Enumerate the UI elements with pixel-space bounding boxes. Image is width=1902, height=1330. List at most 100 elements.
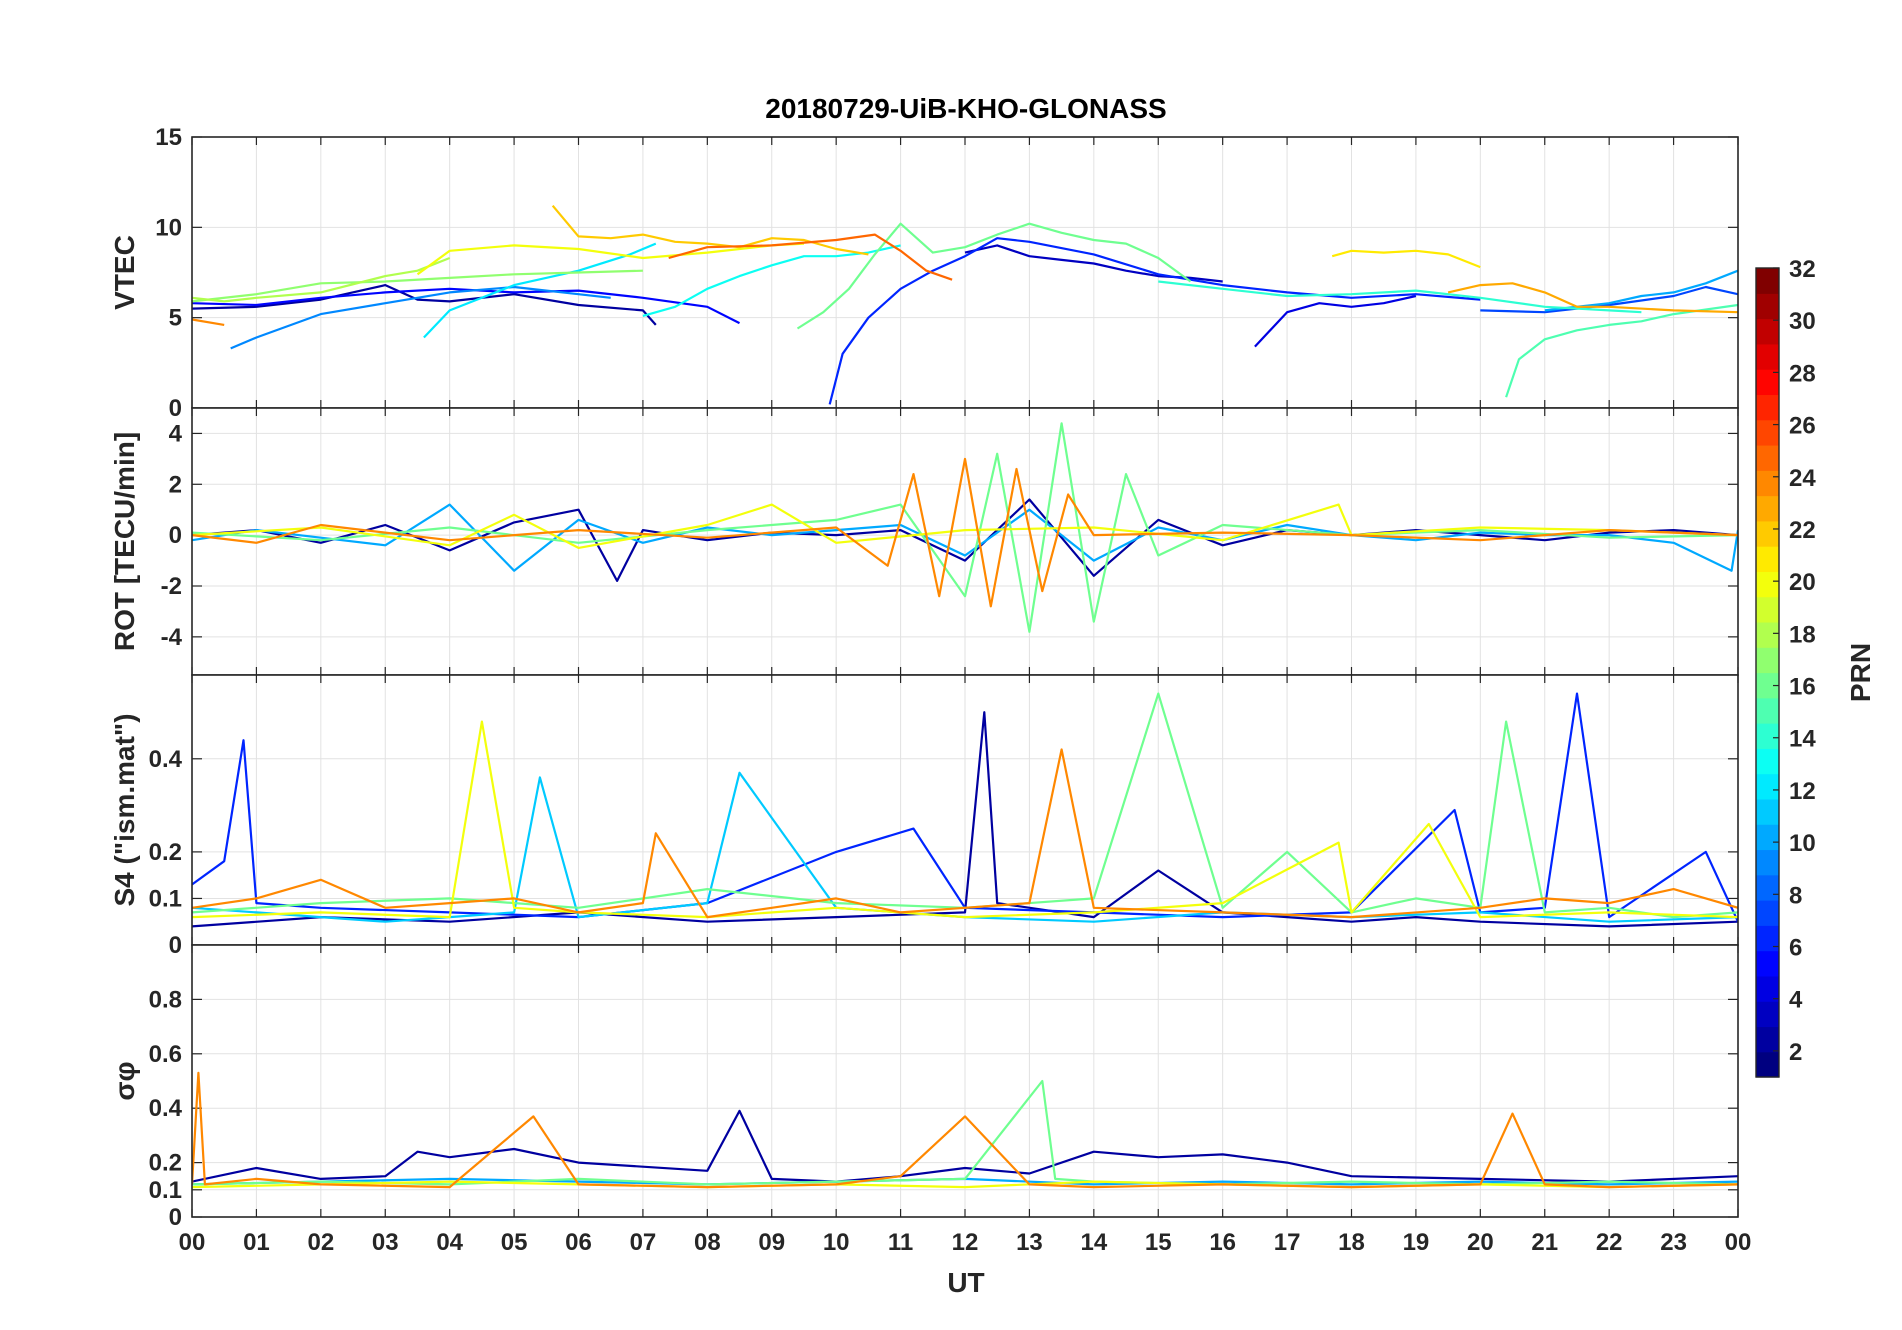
series-line-prn-10 [1544, 269, 1738, 312]
series-line-prn-22 [551, 204, 869, 256]
colorbar-segment [1756, 495, 1779, 522]
x-tick-label: 14 [1080, 1229, 1107, 1256]
series-line-prn-14 [1158, 280, 1642, 314]
series-line-prn-16 [192, 692, 1738, 919]
y-axis-label-rot: ROT [TECU/min] [109, 432, 140, 651]
colorbar-segment [1756, 1026, 1779, 1053]
x-tick-label: 23 [1660, 1229, 1687, 1256]
x-tick-label: 19 [1403, 1229, 1430, 1256]
y-tick-label: 10 [155, 214, 182, 241]
series-line-prn-23 [1447, 282, 1738, 314]
x-tick-label: 04 [436, 1229, 463, 1256]
colorbar-segment [1756, 419, 1779, 446]
y-axis-label-s4: S4 ("ism.mat") [109, 713, 140, 906]
x-tick-label: 07 [630, 1229, 657, 1256]
series-line-prn-2 [192, 284, 657, 326]
x-tick-label: 10 [823, 1229, 850, 1256]
colorbar-segment [1756, 1051, 1779, 1078]
y-tick-label: 0.4 [149, 1095, 183, 1122]
y-axis-label-vtec: VTEC [109, 235, 140, 310]
x-tick-label: 03 [372, 1229, 399, 1256]
y-tick-label: 0.1 [149, 1177, 182, 1204]
x-tick-label: 01 [243, 1229, 270, 1256]
x-tick-label: 00 [1725, 1229, 1752, 1256]
colorbar-tick-label: 26 [1789, 413, 1816, 440]
series-group [192, 692, 1738, 928]
x-tick-label: 12 [952, 1229, 979, 1256]
y-tick-label: -4 [161, 624, 183, 651]
x-tick-label: 16 [1209, 1229, 1236, 1256]
x-tick-label: 13 [1016, 1229, 1043, 1256]
colorbar-segment [1756, 318, 1779, 345]
series-line-prn-13 [642, 244, 901, 317]
x-tick-label: 11 [888, 1229, 913, 1256]
series-line-prn-18 [192, 256, 451, 303]
colorbar-tick-label: 24 [1789, 465, 1816, 492]
series-line-prn-21 [1331, 249, 1481, 269]
x-tick-label: 00 [179, 1229, 206, 1256]
colorbar-segment [1756, 1001, 1779, 1028]
x-axis-label: UT [947, 1267, 984, 1298]
colorbar-segment [1756, 444, 1779, 471]
colorbar-segment [1756, 394, 1779, 421]
y-tick-label: 0.2 [149, 839, 182, 866]
colorbar-segment [1756, 596, 1779, 623]
x-tick-label: 02 [307, 1229, 334, 1256]
colorbar-segment [1756, 621, 1779, 648]
panel-sigphi: 00.10.2 0.4 0.6 0.8 σφ [109, 944, 1739, 1231]
series-line-prn-20 [192, 503, 1738, 550]
series-line-prn-17 [192, 269, 643, 303]
series-line-prn-24 [192, 1071, 1738, 1189]
colorbar-segment [1756, 824, 1779, 851]
series-line-prn-25 [668, 233, 953, 281]
y-tick-label: 0.4 [149, 746, 183, 773]
y-axis-label-sigphi: σφ [109, 1061, 140, 1100]
y-tick-label: 0 [169, 932, 182, 959]
colorbar-tick-label: 20 [1789, 569, 1816, 596]
x-tick-label: 08 [694, 1229, 721, 1256]
colorbar-segment [1756, 369, 1779, 396]
colorbar-segment [1756, 748, 1779, 775]
colorbar-tick-label: 16 [1789, 674, 1816, 701]
series-group [192, 204, 1738, 405]
y-tick-label: 4 [169, 420, 183, 447]
y-tick-label: 0 [169, 522, 182, 549]
series-line-prn-24 [192, 457, 1738, 608]
series-line-prn-24 [192, 318, 225, 326]
panel-rot: -4 -2 0 2 4 ROT [TECU/min] [109, 407, 1739, 676]
panel-s4: 0 0.1 0.2 0.4 S4 ("ism.mat") [109, 674, 1739, 959]
x-tick-label: 18 [1338, 1229, 1365, 1256]
x-tick-label: 09 [758, 1229, 785, 1256]
series-group [192, 422, 1738, 633]
colorbar-tick-label: 28 [1789, 360, 1816, 387]
colorbar-tick-label: 10 [1789, 830, 1816, 857]
chart-title: 20180729-UiB-KHO-GLONASS [765, 93, 1166, 124]
x-tick-label: 20 [1467, 1229, 1494, 1256]
x-tick-label: 17 [1274, 1229, 1301, 1256]
y-tick-label: 5 [169, 305, 182, 332]
colorbar-segment [1756, 293, 1779, 320]
series-line-prn-15 [1505, 303, 1738, 398]
y-tick-label: 0.1 [149, 885, 182, 912]
colorbar-segment [1756, 343, 1779, 370]
series-line-prn-12 [423, 242, 657, 339]
colorbar-segment [1756, 697, 1779, 724]
colorbar-segment [1756, 268, 1779, 294]
y-tick-label: 0.6 [149, 1041, 182, 1068]
colorbar-tick-label: 4 [1789, 987, 1803, 1014]
colorbar-tick-label: 6 [1789, 935, 1802, 962]
colorbar-segment [1756, 723, 1779, 749]
colorbar-segment [1756, 546, 1779, 572]
x-tick-labels: 00 01 02 03 04 05 06 07 08 09 10 11 12 13 14 15 16 17 18 19… [179, 1229, 1752, 1256]
colorbar-segment [1756, 900, 1779, 926]
colorbar-tick-label: 2 [1789, 1039, 1802, 1066]
colorbar-tick-label: 18 [1789, 621, 1816, 648]
y-tick-label: -2 [161, 573, 182, 600]
series-line-prn-24 [192, 748, 1738, 919]
colorbar-segment [1756, 773, 1779, 800]
x-tick-label: 22 [1596, 1229, 1623, 1256]
colorbar-segment [1756, 849, 1779, 876]
